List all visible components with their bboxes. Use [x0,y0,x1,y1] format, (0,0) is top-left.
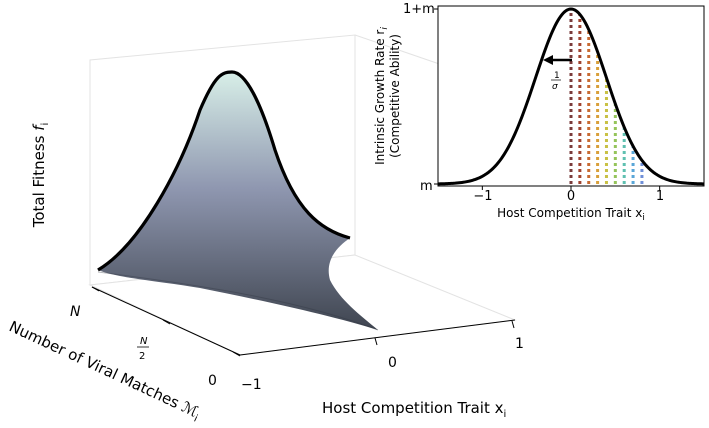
inset-x-tick-label-1: 1 [656,189,664,204]
surface-plot: Total Fitness fi N N 2 0 Number of Viral… [5,34,524,425]
inset-y-axis-label: Intrinsic Growth Rate ri [373,27,390,165]
x-tick-1 [511,320,515,329]
sigma-arrow-head [543,55,553,65]
fitness-surface [98,72,378,330]
sigma-annotation-numerator: 1 [554,71,560,81]
inset-x-tick-label-neg1: −1 [473,189,492,204]
inset-y-tick-label-top: 1+m [403,2,435,17]
y-tick-label-half: N 2 [137,336,149,362]
sigma-annotation-denominator: σ [552,82,558,92]
inset-x-axis-label: Host Competition Trait xi [497,206,645,223]
z-axis-label: Total Fitness fi [30,123,51,229]
y-axis-line [91,286,241,356]
svg-text:2: 2 [139,351,145,362]
inset-plot-frame [437,5,705,187]
inset-y-tick-label-bottom: m [420,179,433,194]
surface-inner-curve [97,271,379,331]
x-tick-label-1: 1 [515,336,524,352]
y-tick-half [162,319,171,325]
y-axis-label: Number of Viral Matches ℳi [5,317,203,424]
x-tick-label-0: 0 [388,355,397,371]
y-tick-label-0: 0 [208,373,217,389]
dotted-lines [569,9,644,184]
inset-chart: 1 σ 1+m m −1 0 1 Host Competition Trait … [373,2,705,223]
y-tick-N [91,286,100,292]
y-tick-0 [232,351,241,357]
growth-rate-curve [437,7,705,186]
x-tick-label-neg1: −1 [241,377,262,393]
inset-y-axis-label-2: (Competitive Ability) [388,34,402,158]
inset-x-tick-label-0: 0 [567,189,575,204]
sigma-annotation: 1 σ [543,55,572,92]
inset-ticks [434,8,661,190]
x-axis-3d: −1 0 1 Host Competition Trait xi [239,319,524,420]
x-axis-line [239,319,516,356]
x-axis-label: Host Competition Trait xi [322,399,506,420]
x-tick-0 [374,337,378,346]
surface-peak-outline [97,70,351,272]
svg-text:N: N [140,336,148,347]
y-tick-label-N: N [70,304,81,320]
